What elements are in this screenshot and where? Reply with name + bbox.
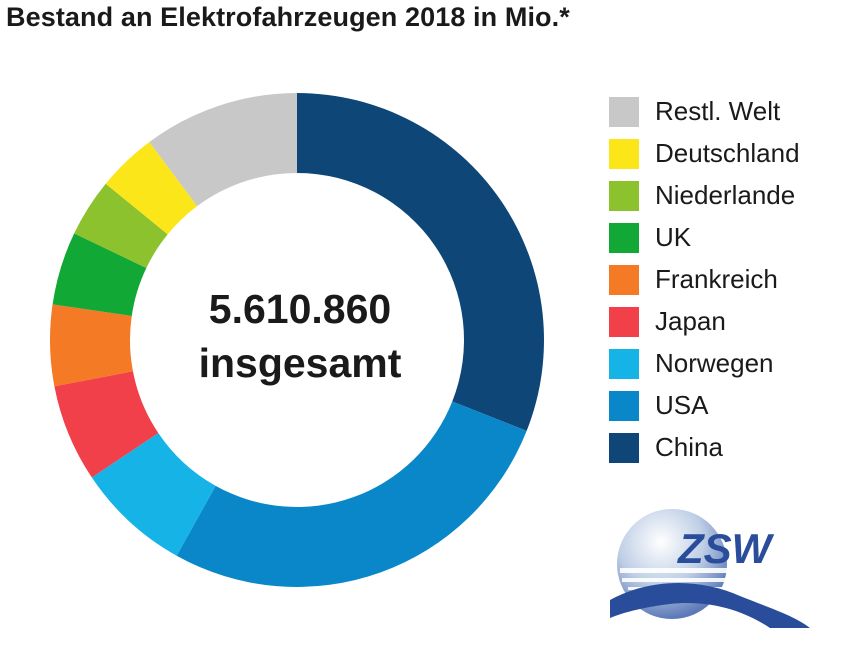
slice-usa: [176, 401, 527, 587]
legend-label: UK: [655, 222, 692, 252]
legend-swatch: [609, 223, 639, 253]
chart-title: Bestand an Elektrofahrzeugen 2018 in Mio…: [6, 2, 570, 32]
total-caption: insgesamt: [198, 340, 402, 386]
donut-chart: [49, 93, 544, 587]
wave-icon: [610, 582, 810, 628]
slice-niederlande: [74, 183, 168, 268]
slice-deutschland: [105, 142, 198, 235]
legend-swatch: [609, 139, 639, 169]
legend-swatch: [609, 391, 639, 421]
legend-label: Frankreich: [655, 264, 778, 294]
legend-swatch: [609, 97, 639, 127]
legend-label: Restl. Welt: [655, 96, 781, 126]
slice-china: [297, 93, 544, 431]
slice-japan: [54, 371, 159, 478]
slice-restl-welt: [149, 93, 297, 207]
logo-text: ZSW: [677, 525, 775, 572]
slice-uk: [52, 233, 147, 316]
total-label: 5.610.860 insgesamt: [155, 282, 445, 390]
legend-label: Japan: [655, 306, 726, 336]
total-value: 5.610.860: [208, 286, 392, 332]
slice-norwegen: [91, 432, 216, 556]
legend-swatch: [609, 349, 639, 379]
legend-label: Niederlande: [655, 180, 796, 210]
zsw-logo: ZSW: [610, 509, 810, 628]
legend-label: China: [655, 432, 723, 462]
legend-label: Norwegen: [655, 348, 774, 378]
legend-label: USA: [655, 390, 709, 420]
slice-frankreich: [49, 304, 133, 387]
legend-swatch: [609, 307, 639, 337]
legend-label: Deutschland: [655, 138, 800, 168]
legend-swatch: [609, 181, 639, 211]
legend-swatch: [609, 265, 639, 295]
legend-swatch: [609, 433, 639, 463]
